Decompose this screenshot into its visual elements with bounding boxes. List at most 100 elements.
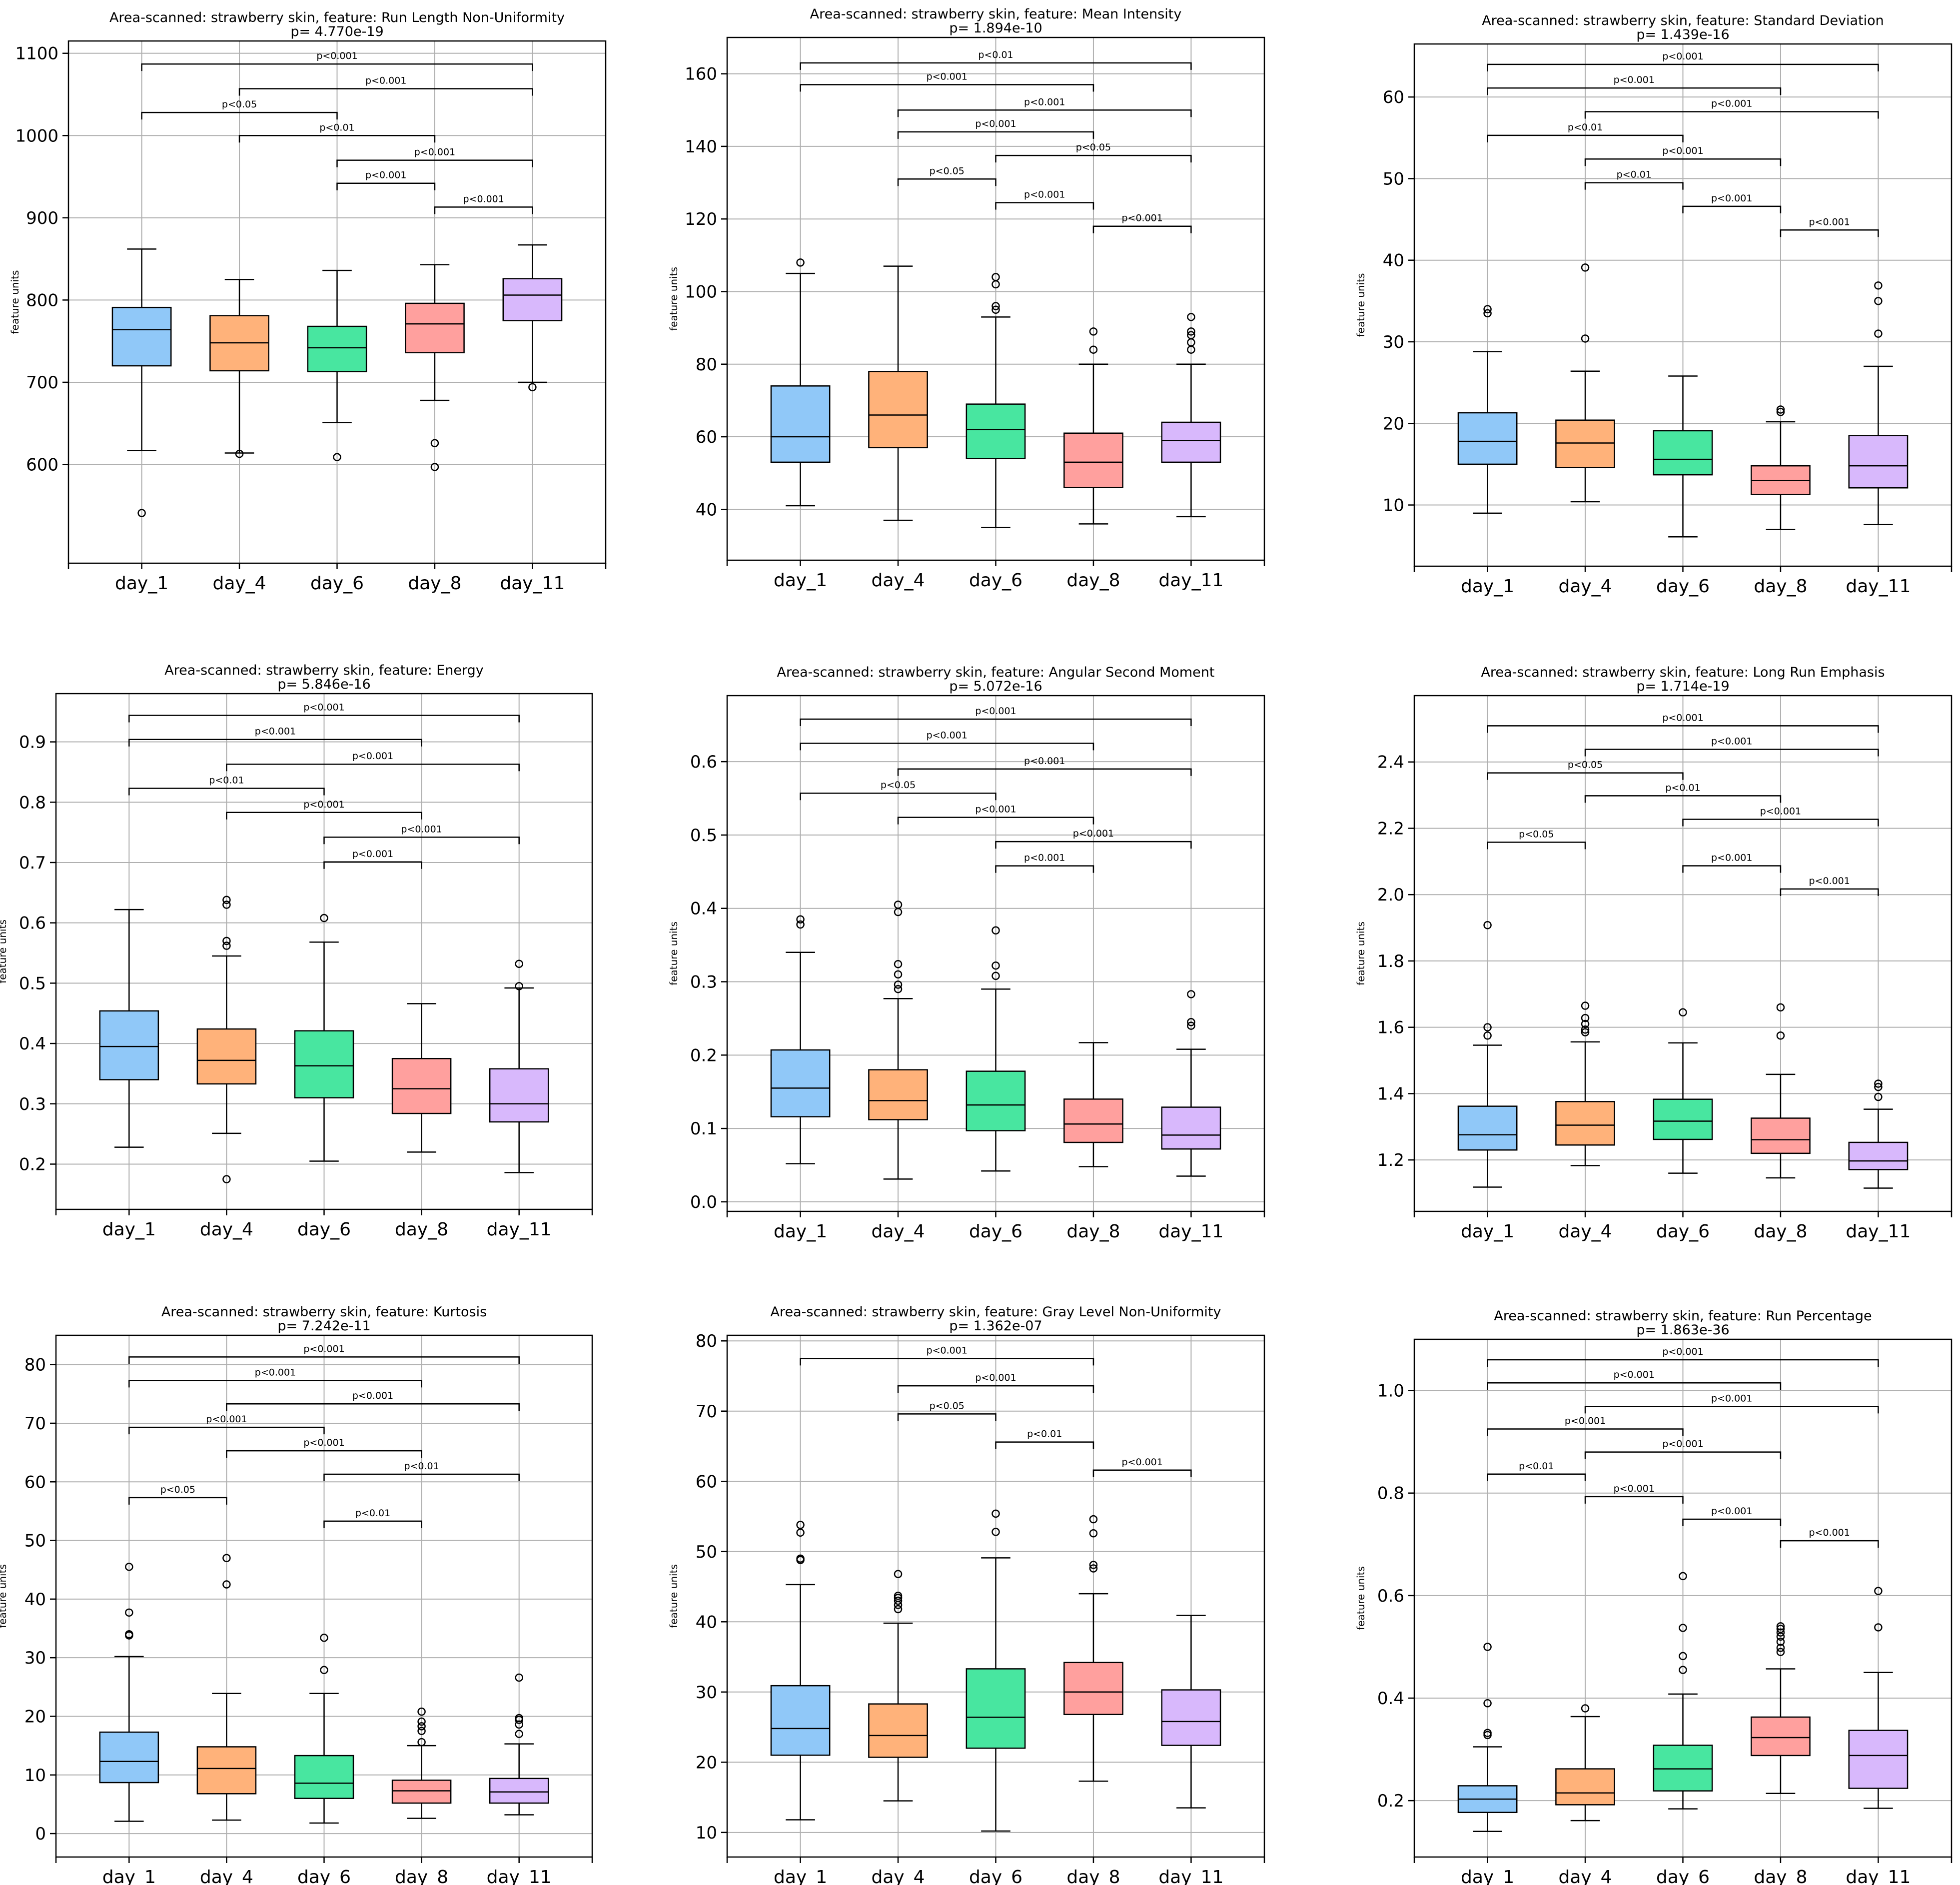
significance-label: p<0.001 bbox=[255, 726, 296, 737]
significance-label: p<0.01 bbox=[1568, 122, 1603, 133]
box-day_8 bbox=[391, 1780, 452, 1804]
significance-label: p<0.001 bbox=[975, 1372, 1016, 1383]
y-tick-label: 2.4 bbox=[1377, 753, 1404, 773]
significance-label: p<0.01 bbox=[1617, 169, 1652, 180]
significance-bracket bbox=[897, 109, 1192, 117]
outlier-point bbox=[1581, 263, 1590, 272]
significance-label: p<0.001 bbox=[303, 799, 344, 810]
significance-label: p<0.001 bbox=[927, 1345, 968, 1356]
outlier-point bbox=[222, 901, 231, 909]
y-axis-label: feature units bbox=[668, 922, 680, 985]
significance-label: p<0.05 bbox=[1076, 142, 1111, 153]
significance-label: p<0.001 bbox=[401, 824, 442, 835]
y-tick-label: 40 bbox=[696, 1612, 717, 1632]
outlier-point bbox=[894, 980, 903, 989]
outlier-point bbox=[320, 1666, 328, 1675]
outlier-point bbox=[1776, 1003, 1785, 1012]
outlier-point bbox=[1776, 1648, 1785, 1656]
significance-label: p<0.001 bbox=[365, 170, 406, 181]
x-tick-label: day_1 bbox=[774, 1221, 827, 1242]
outlier-point bbox=[515, 959, 523, 968]
y-tick-label: 160 bbox=[685, 64, 717, 84]
significance-label: p<0.05 bbox=[930, 1400, 965, 1411]
chart-panel-9: 0.2 0.4 0.6 0.8 1.0 day_1 day_4 day_6 day_8 day_1… bbox=[1355, 1308, 1953, 1885]
chart-subtitle: p= 1.439e-16 bbox=[1636, 27, 1729, 42]
chart-subtitle: p= 5.846e-16 bbox=[277, 677, 370, 692]
significance-label: p<0.05 bbox=[1519, 829, 1554, 840]
significance-bracket bbox=[336, 182, 436, 190]
box-day_8 bbox=[1751, 1117, 1811, 1154]
y-tick-label: 10 bbox=[24, 1766, 46, 1786]
outlier-point bbox=[1874, 329, 1883, 338]
box-day_11 bbox=[502, 278, 563, 321]
box-day_1 bbox=[770, 1049, 831, 1117]
y-tick-label: 600 bbox=[26, 455, 58, 475]
significance-bracket bbox=[1780, 1540, 1879, 1548]
y-tick-label: 1.8 bbox=[1377, 951, 1404, 971]
outlier-point bbox=[894, 960, 903, 968]
outlier-point bbox=[1776, 405, 1785, 414]
outlier-point bbox=[1581, 1001, 1590, 1010]
x-tick-label: day_1 bbox=[115, 573, 168, 594]
outlier-point bbox=[1187, 327, 1195, 336]
box-day_1 bbox=[770, 385, 831, 463]
outlier-point bbox=[991, 302, 1000, 310]
x-tick-label: day_8 bbox=[1754, 1221, 1807, 1242]
outlier-point bbox=[894, 984, 903, 993]
x-tick-label: day_11 bbox=[1158, 1867, 1223, 1885]
x-tick-label: day_1 bbox=[774, 1867, 827, 1885]
outlier-point bbox=[222, 942, 231, 950]
significance-label: p<0.05 bbox=[222, 99, 257, 110]
significance-label: p<0.05 bbox=[1568, 760, 1603, 771]
significance-bracket bbox=[1682, 205, 1782, 213]
y-tick-label: 2.0 bbox=[1377, 885, 1404, 905]
significance-bracket bbox=[1682, 865, 1782, 873]
y-axis-label: feature units bbox=[1355, 1566, 1367, 1630]
y-tick-label: 50 bbox=[24, 1531, 46, 1551]
outlier-point bbox=[222, 896, 231, 905]
outlier-point bbox=[894, 901, 903, 909]
chart-subtitle: p= 1.894e-10 bbox=[949, 20, 1042, 36]
outlier-point bbox=[1187, 313, 1195, 321]
chart-panel-4: 0.2 0.3 0.4 0.5 0.6 0.7 0.8 0.9 day_1 day_4 day_6 d… bbox=[0, 663, 593, 1240]
box-day_8 bbox=[405, 302, 465, 353]
box-day_4 bbox=[196, 1028, 257, 1085]
significance-bracket bbox=[800, 718, 1192, 726]
significance-bracket bbox=[1092, 1469, 1192, 1477]
y-axis-label: feature units bbox=[1355, 273, 1367, 337]
outlier-point bbox=[417, 1717, 426, 1726]
y-tick-label: 0.4 bbox=[1377, 1689, 1404, 1709]
y-tick-label: 700 bbox=[26, 373, 58, 393]
box-day_8 bbox=[391, 1057, 452, 1114]
outlier-point bbox=[417, 1727, 426, 1736]
outlier-point bbox=[1874, 281, 1883, 290]
outlier-point bbox=[991, 273, 1000, 281]
outlier-point bbox=[1089, 1564, 1098, 1573]
significance-label: p<0.001 bbox=[1565, 1416, 1606, 1427]
x-tick-label: day_6 bbox=[1656, 576, 1710, 597]
y-tick-label: 0.4 bbox=[19, 1034, 46, 1054]
significance-bracket bbox=[897, 817, 1094, 825]
significance-label: p<0.001 bbox=[1614, 1483, 1655, 1494]
outlier-point bbox=[1581, 1028, 1590, 1036]
x-tick-label: day_8 bbox=[395, 1219, 448, 1240]
outlier-point bbox=[1089, 1561, 1098, 1569]
outlier-point bbox=[1776, 1637, 1785, 1646]
outlier-point bbox=[1776, 1632, 1785, 1641]
significance-label: p<0.001 bbox=[975, 804, 1016, 815]
outlier-point bbox=[1483, 1729, 1492, 1738]
y-tick-label: 30 bbox=[24, 1648, 46, 1668]
box-day_8 bbox=[1063, 1662, 1123, 1716]
significance-label: p<0.01 bbox=[1665, 782, 1700, 793]
x-tick-label: day_6 bbox=[297, 1219, 351, 1240]
significance-bracket bbox=[1487, 1382, 1782, 1390]
y-tick-label: 0.4 bbox=[690, 899, 717, 919]
significance-bracket bbox=[897, 1385, 1094, 1393]
outlier-point bbox=[1874, 1079, 1883, 1088]
outlier-point bbox=[1483, 1699, 1492, 1708]
y-tick-label: 0.5 bbox=[690, 826, 717, 846]
box-day_1 bbox=[770, 1685, 831, 1756]
box-day_6 bbox=[1653, 1745, 1713, 1792]
box-day_11 bbox=[1848, 1141, 1909, 1170]
significance-bracket bbox=[1682, 819, 1879, 827]
